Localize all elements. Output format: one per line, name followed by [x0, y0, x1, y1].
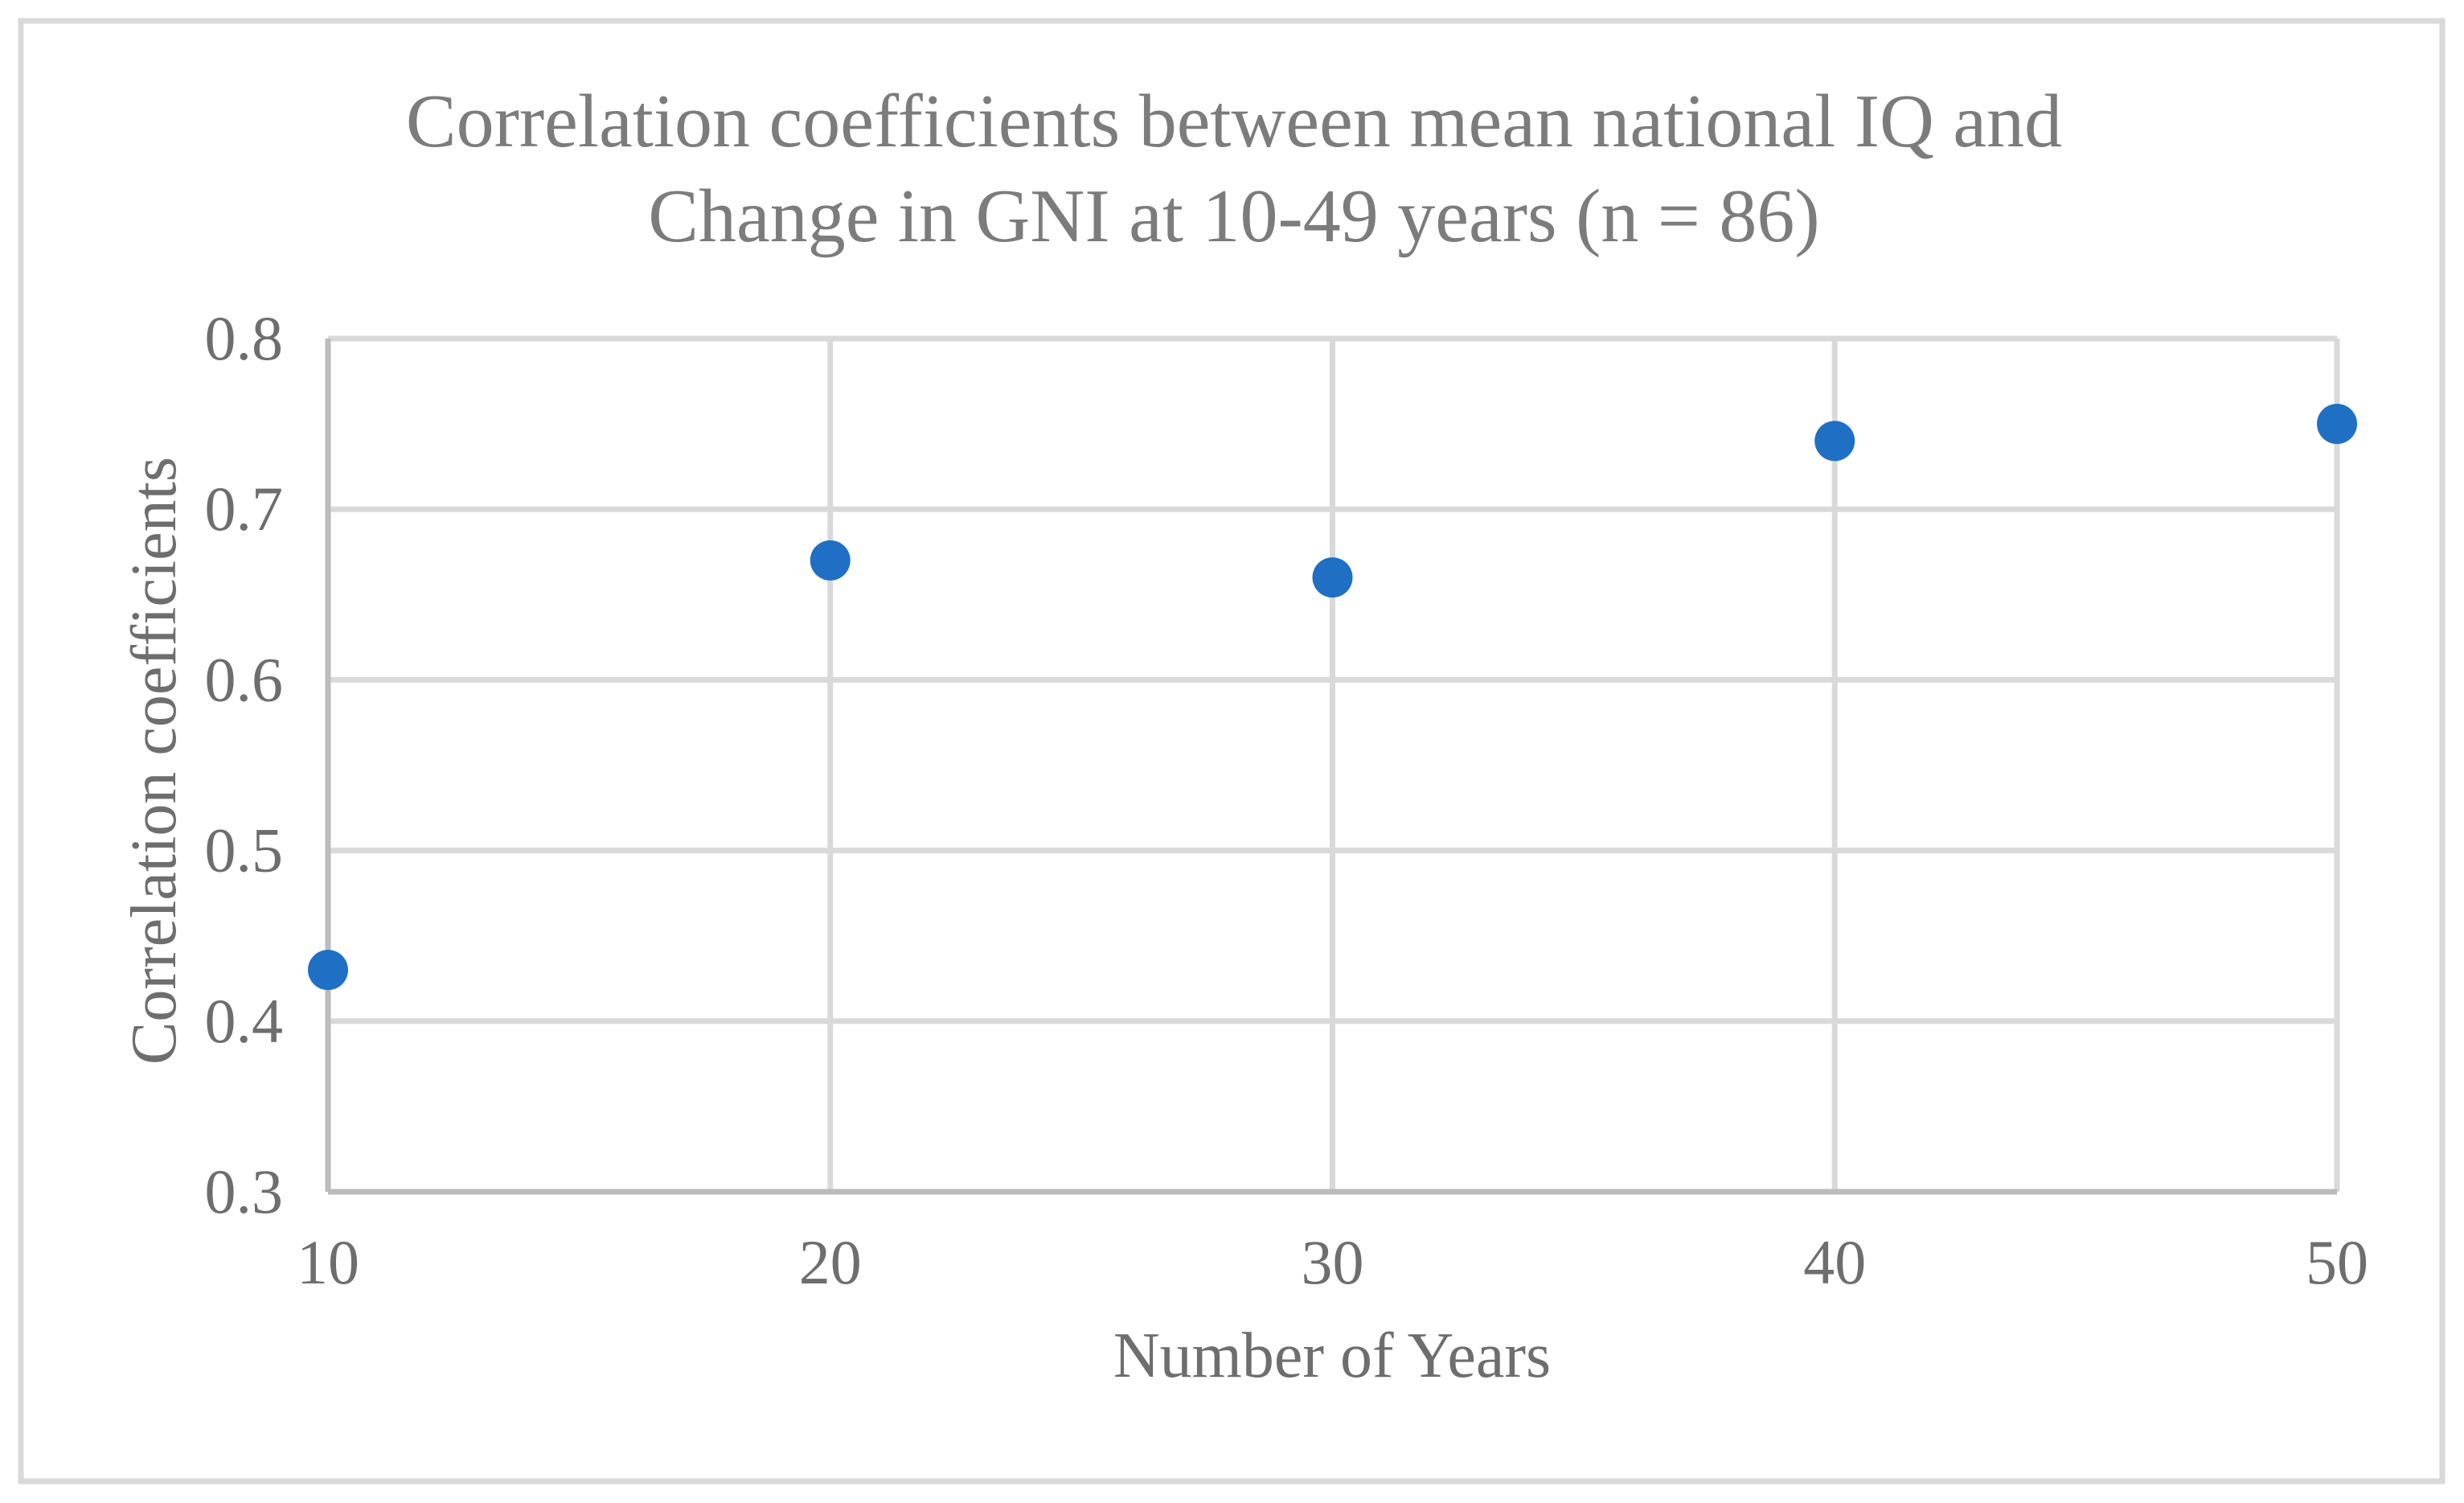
- y-tick-label: 0.3: [205, 1156, 284, 1226]
- scatter-point: [810, 540, 851, 581]
- scatter-point: [2317, 404, 2357, 445]
- y-tick-label: 0.6: [205, 644, 284, 714]
- x-tick-label: 50: [2306, 1227, 2368, 1297]
- figure-border: [18, 18, 2446, 1485]
- chart-title-line-1: Correlation coefficients between mean na…: [406, 80, 2062, 163]
- x-tick-label: 10: [297, 1227, 359, 1297]
- data-points: [308, 404, 2357, 991]
- y-tick-label: 0.5: [205, 815, 284, 885]
- x-tick-label: 40: [1803, 1227, 1866, 1297]
- chart-title-line-2: Change in GNI at 10-49 years (n = 86): [648, 175, 1819, 258]
- scatter-point: [1312, 557, 1353, 598]
- scatter-point: [1814, 421, 1855, 462]
- tick-labels: 0.3 0.4 0.5 0.6 0.7 0.8 10 20 30 40 50: [205, 303, 2369, 1297]
- x-tick-label: 20: [799, 1227, 862, 1297]
- x-tick-label: 30: [1302, 1227, 1364, 1297]
- gridlines: [328, 335, 2340, 1192]
- y-tick-label: 0.8: [205, 303, 284, 373]
- y-tick-label: 0.4: [205, 986, 284, 1056]
- y-axis-title: Correlation coefficients: [119, 457, 190, 1065]
- x-axis-title: Number of Years: [1113, 1320, 1551, 1391]
- scatter-point: [308, 950, 348, 991]
- y-tick-label: 0.7: [205, 474, 284, 544]
- axis-lines: [325, 339, 2337, 1195]
